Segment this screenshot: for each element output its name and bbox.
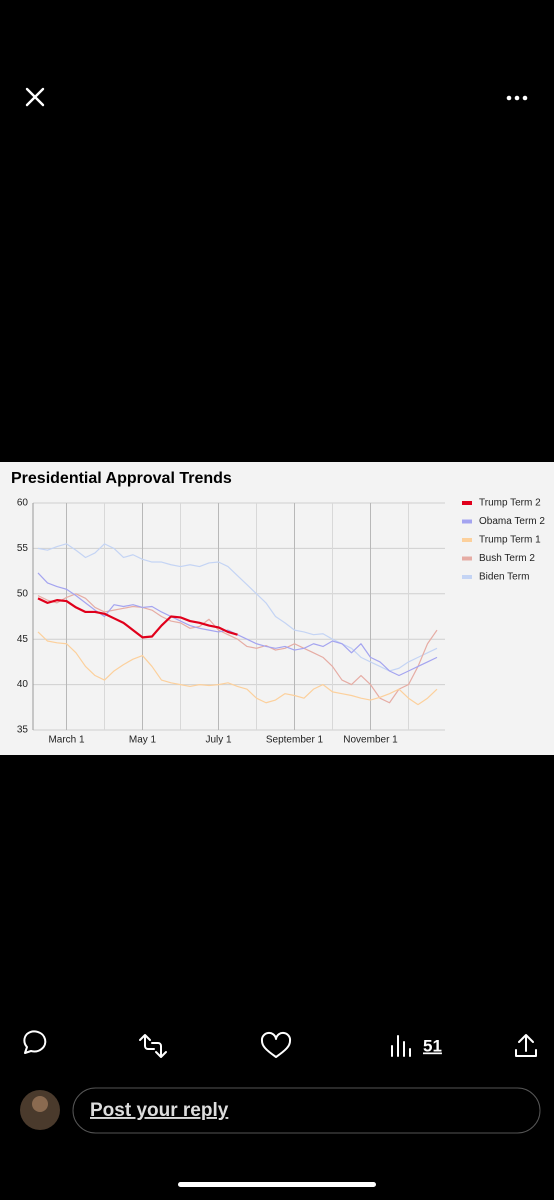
views-count[interactable]: 51 [423,1036,442,1055]
share-button[interactable] [515,1034,537,1057]
x-tick-label: September 1 [266,735,324,746]
y-tick-label: 45 [17,634,29,645]
y-tick-label: 60 [17,498,29,509]
reply-button[interactable] [23,1030,47,1054]
chart-title: Presidential Approval Trends [11,470,232,487]
y-tick-label: 55 [17,543,29,554]
chart-image [0,462,554,755]
reply-input[interactable] [72,1087,541,1134]
more-button[interactable] [506,95,528,101]
series-line [37,543,438,672]
legend-label: Trump Term 1 [479,535,541,546]
legend-label: Obama Term 2 [479,516,545,527]
series-line [37,597,238,639]
like-button[interactable] [260,1031,292,1058]
series-line [37,631,438,706]
x-tick-label: November 1 [343,735,398,746]
legend-label: Trump Term 2 [479,498,541,509]
y-tick-label: 50 [17,588,29,599]
legend-label: Bush Term 2 [479,553,535,564]
x-tick-label: July 1 [205,735,232,746]
legend-swatch [462,519,472,524]
avatar-face [32,1096,48,1112]
y-tick-label: 40 [17,679,29,690]
legend-swatch [462,538,472,542]
y-tick-label: 35 [17,725,29,736]
close-button[interactable] [25,87,45,107]
home-indicator [178,1182,376,1187]
legend-label: Biden Term [479,572,529,583]
repost-button[interactable] [139,1034,167,1058]
x-tick-label: March 1 [48,735,85,746]
series-line [37,593,438,704]
legend-swatch [462,575,472,579]
chart: 35 40 45 50 55 60 March 1 May 1 July 1 September … [17,498,546,746]
reply-placeholder: Post your reply [90,1100,229,1121]
views-icon [391,1035,411,1057]
x-tick-label: May 1 [129,735,157,746]
legend-swatch [462,501,472,505]
legend-swatch [462,556,472,561]
